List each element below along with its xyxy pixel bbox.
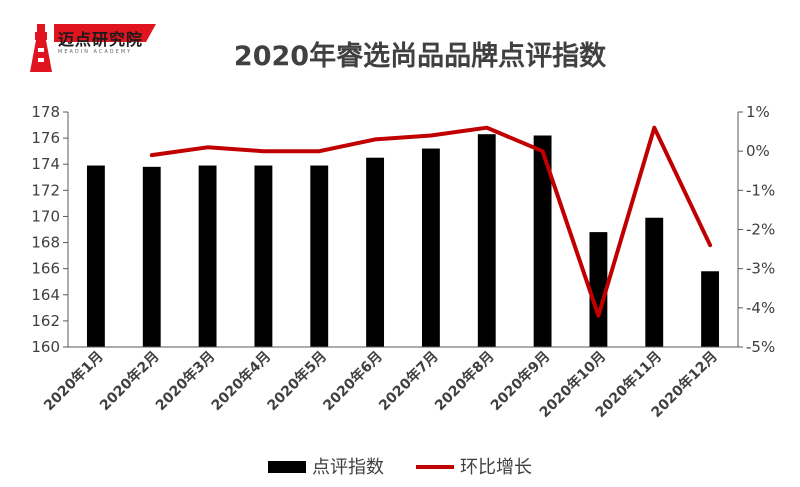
bar xyxy=(254,165,273,347)
bar xyxy=(366,157,385,347)
x-tick-label: 2020年5月 xyxy=(264,348,330,414)
x-tick-label: 2020年2月 xyxy=(96,348,162,414)
chart-title: 2020年睿选尚品品牌点评指数 xyxy=(233,41,607,72)
y-left-tick-label: 178 xyxy=(31,103,60,121)
bar xyxy=(142,166,161,347)
y-right-tick-label: -2% xyxy=(746,221,775,239)
logo-text: 迈点研究院 xyxy=(58,30,144,49)
bar xyxy=(310,165,329,347)
legend-label-line: 环比增长 xyxy=(460,457,532,478)
bar xyxy=(589,232,608,347)
legend-swatch-bar xyxy=(268,461,306,473)
y-right-tick-label: 0% xyxy=(746,142,770,160)
legend-label-bar: 点评指数 xyxy=(312,457,384,478)
x-tick-label: 2020年7月 xyxy=(375,348,441,414)
x-tick-label: 2020年6月 xyxy=(320,348,386,414)
bar xyxy=(421,148,440,347)
bar xyxy=(533,135,552,347)
y-left-tick-label: 166 xyxy=(31,260,60,278)
bar xyxy=(701,271,720,347)
y-right-tick-label: 1% xyxy=(746,103,770,121)
bar xyxy=(86,165,105,347)
bar xyxy=(198,165,217,347)
y-right-tick-label: -1% xyxy=(746,181,775,199)
bar xyxy=(477,134,496,347)
y-left-tick-label: 168 xyxy=(31,234,60,252)
bar xyxy=(645,217,664,347)
y-right-tick-label: -3% xyxy=(746,260,775,278)
y-left-tick-label: 162 xyxy=(31,312,60,330)
y-right-tick-label: -4% xyxy=(746,299,775,317)
y-right-tick-label: -5% xyxy=(746,338,775,356)
line-series-mom-growth xyxy=(149,125,713,318)
x-tick-label: 2020年8月 xyxy=(431,348,497,414)
logo-icon xyxy=(30,24,156,72)
y-left-tick-label: 160 xyxy=(31,338,60,356)
x-tick-label: 2020年3月 xyxy=(152,348,218,414)
y-left-tick-label: 176 xyxy=(31,129,60,147)
y-left-tick-label: 170 xyxy=(31,207,60,225)
x-tick-label: 2020年1月 xyxy=(40,348,106,414)
y-left-tick-label: 164 xyxy=(31,286,60,304)
y-left-tick-label: 174 xyxy=(31,155,60,173)
logo-subtitle: MEADIN ACADEMY xyxy=(58,49,133,55)
y-left-tick-label: 172 xyxy=(31,181,60,199)
x-tick-label: 2020年4月 xyxy=(208,348,274,414)
